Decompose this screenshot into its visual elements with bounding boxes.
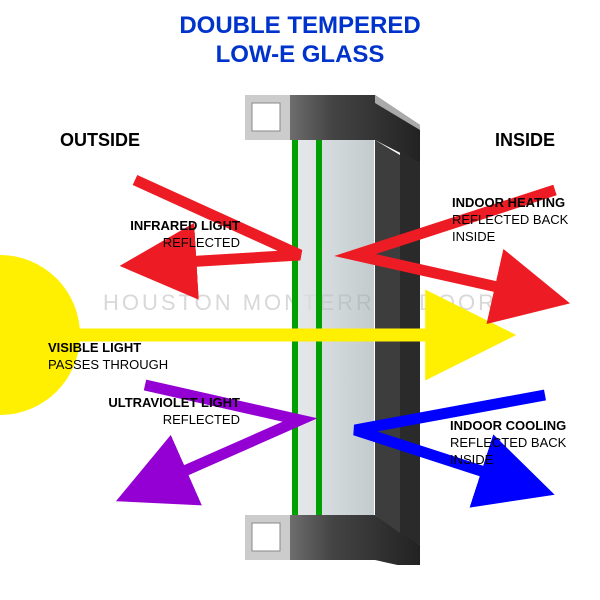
visible-label: VISIBLE LIGHTPASSES THROUGH bbox=[48, 340, 168, 374]
heating-label: INDOOR HEATINGREFLECTED BACKINSIDE bbox=[452, 195, 568, 246]
uv-label: ULTRAVIOLET LIGHTREFLECTED bbox=[70, 395, 240, 429]
infrared-label: INFRARED LIGHTREFLECTED bbox=[80, 218, 240, 252]
cooling-label: INDOOR COOLINGREFLECTED BACKINSIDE bbox=[450, 418, 566, 469]
arrow-layer bbox=[0, 0, 600, 600]
